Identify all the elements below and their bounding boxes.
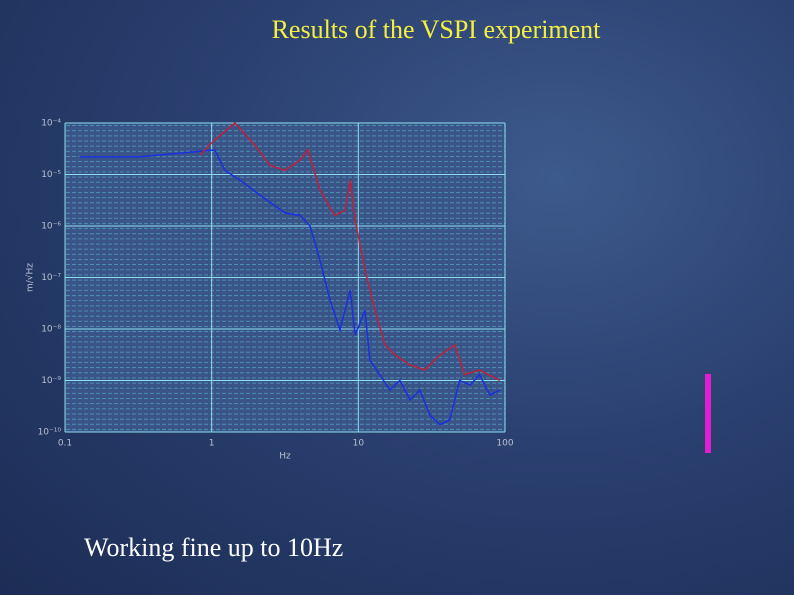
marker-bar xyxy=(705,374,711,453)
y-tick-label: 10⁻¹⁰ xyxy=(38,428,62,438)
data-line xyxy=(79,149,501,426)
x-tick-label: 1 xyxy=(209,439,215,449)
data-line xyxy=(199,121,501,382)
x-tick-label: 10 xyxy=(353,439,365,449)
slide-title: Results of the VSPI experiment xyxy=(272,15,602,44)
x-tick-label: 0.1 xyxy=(58,439,72,449)
y-tick-label: 10⁻⁴ xyxy=(41,119,61,129)
y-axis-label: m/√Hz xyxy=(25,263,36,292)
x-tick-label: 100 xyxy=(496,439,513,449)
y-tick-label: 10⁻⁸ xyxy=(41,325,61,335)
y-tick-label: 10⁻⁵ xyxy=(41,170,61,180)
chart: 0.1 1 10 100 10⁻¹⁰ 10⁻⁹ 10⁻⁸ 10⁻⁷ 10⁻⁶ 10⁻⁵ 10⁻⁴ Hz… xyxy=(25,119,514,462)
y-tick-label: 10⁻⁹ xyxy=(41,376,61,386)
y-tick-label: 10⁻⁶ xyxy=(41,222,61,232)
x-axis-label: Hz xyxy=(279,452,291,462)
y-tick-label: 10⁻⁷ xyxy=(41,273,61,283)
caption: Working fine up to 10Hz xyxy=(84,533,343,562)
